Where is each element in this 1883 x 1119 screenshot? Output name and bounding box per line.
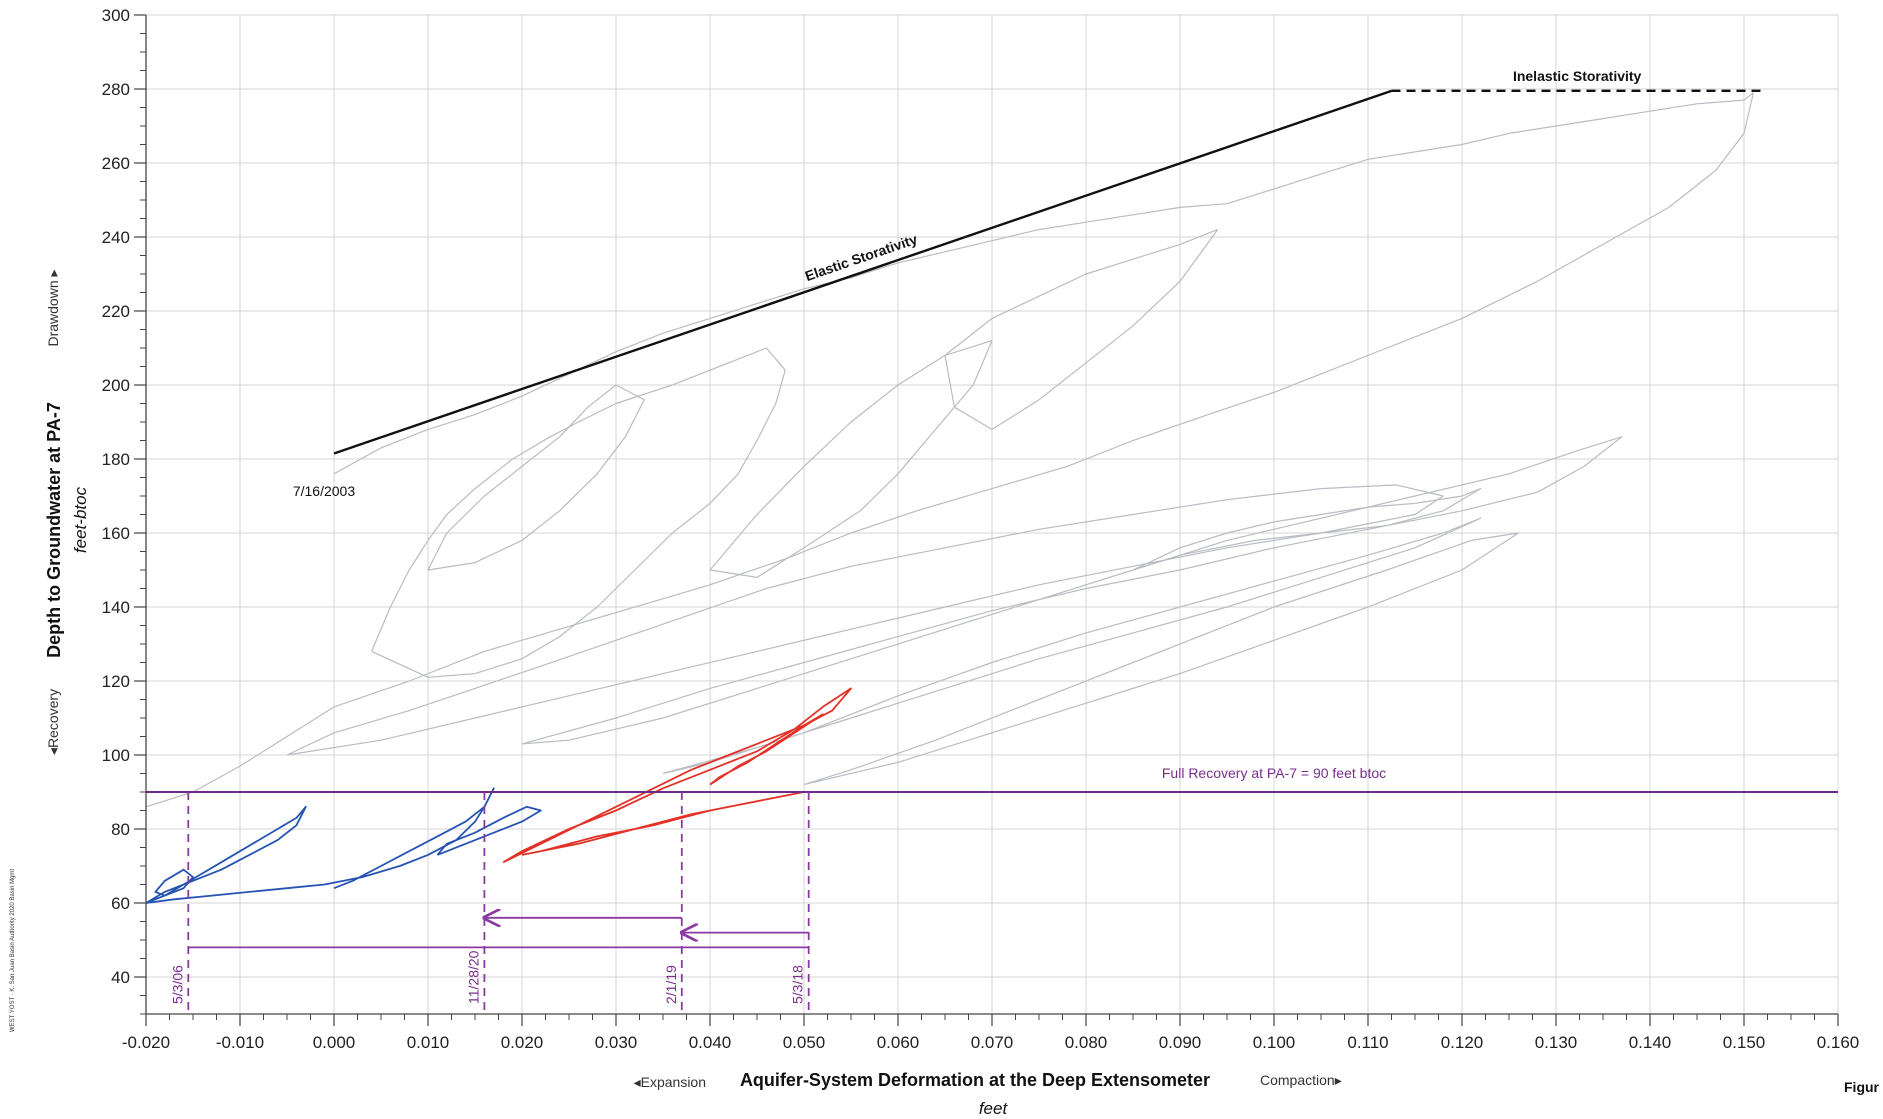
y-tick-label: 180 (102, 450, 130, 469)
side-note: WEST YOST · K. San Juan Basin Authority … (10, 869, 16, 1032)
date-marker-label: 5/3/06 (169, 965, 185, 1004)
series-line (521, 436, 1623, 745)
series-line (662, 517, 1482, 775)
x-tick-label: 0.050 (783, 1033, 826, 1052)
y-tick-label: 140 (102, 598, 130, 617)
series-line (521, 791, 805, 856)
date-marker-label: 5/3/18 (790, 965, 806, 1004)
x-tick-label: 0.000 (313, 1033, 356, 1052)
series-line (154, 868, 194, 897)
data-layer (145, 92, 1754, 904)
full-recovery-label: Full Recovery at PA-7 = 90 feet btoc (1162, 765, 1386, 781)
series-line (145, 92, 1754, 808)
y-direction-down: ◂Recovery (45, 689, 61, 755)
series-line (944, 229, 1219, 430)
x-axis-units: feet (979, 1099, 1009, 1118)
y-axis-title: Depth to Groundwater at PA-7 (44, 402, 64, 658)
figure-caption: Figur (1844, 1079, 1880, 1095)
x-tick-label: 0.020 (501, 1033, 544, 1052)
y-tick-label: 160 (102, 524, 130, 543)
y-tick-label: 260 (102, 154, 130, 173)
x-tick-label: 0.160 (1817, 1033, 1860, 1052)
x-tick-label: -0.010 (216, 1033, 264, 1052)
storativity-line (333, 89, 1392, 455)
y-axis-units: feet-btoc (71, 486, 90, 553)
series-line (286, 484, 1444, 756)
x-tick-label: -0.020 (122, 1033, 170, 1052)
series-line (145, 787, 495, 904)
y-tick-label: 220 (102, 302, 130, 321)
x-tick-label: 0.120 (1441, 1033, 1484, 1052)
x-tick-label: 0.040 (689, 1033, 732, 1052)
x-tick-label: 0.010 (407, 1033, 450, 1052)
series-line (803, 532, 1519, 786)
x-axis-title: Aquifer-System Deformation at the Deep E… (740, 1070, 1210, 1090)
x-direction-left: ◂Expansion (634, 1074, 706, 1090)
x-tick-label: 0.070 (971, 1033, 1014, 1052)
series-line (145, 805, 307, 904)
y-tick-label: 60 (111, 894, 130, 913)
series-line (371, 347, 786, 678)
date-marker-label: 11/28/20 (465, 950, 481, 1004)
storativity-label: Inelastic Storativity (1513, 68, 1642, 84)
x-direction-right: Compaction▸ (1260, 1072, 1342, 1088)
y-tick-label: 80 (111, 820, 130, 839)
series-line (709, 340, 993, 578)
series-line (709, 713, 824, 786)
grid (145, 14, 1839, 1014)
x-tick-label: 0.130 (1535, 1033, 1578, 1052)
series-line (427, 384, 645, 571)
x-tick-label: 0.140 (1629, 1033, 1672, 1052)
x-tick-label: 0.150 (1723, 1033, 1766, 1052)
x-tick-label: 0.090 (1159, 1033, 1202, 1052)
series-line (502, 687, 852, 864)
series-line (333, 92, 1754, 475)
date-marker-label: 2/1/19 (663, 965, 679, 1004)
y-tick-label: 40 (111, 968, 130, 987)
axes: -0.020 -0.010 0.000 0.010 0.020 0.030 0.040 0.0… (102, 6, 1860, 1052)
x-tick-label: 0.110 (1347, 1033, 1388, 1052)
y-tick-label: 300 (102, 6, 130, 25)
storativity-label: Elastic Storativity (803, 231, 920, 284)
x-tick-label: 0.080 (1065, 1033, 1108, 1052)
x-tick-label: 0.100 (1253, 1033, 1296, 1052)
series-line (436, 805, 542, 856)
series-line (1132, 488, 1482, 571)
y-tick-label: 200 (102, 376, 130, 395)
y-direction-up: Drawdown ▸ (45, 269, 61, 346)
y-tick-label: 120 (102, 672, 130, 691)
x-tick-label: 0.030 (595, 1033, 638, 1052)
start-date-label: 7/16/2003 (293, 483, 355, 499)
y-tick-label: 280 (102, 80, 130, 99)
y-tick-label: 100 (102, 746, 130, 765)
x-tick-label: 0.060 (877, 1033, 920, 1052)
y-tick-label: 240 (102, 228, 130, 247)
